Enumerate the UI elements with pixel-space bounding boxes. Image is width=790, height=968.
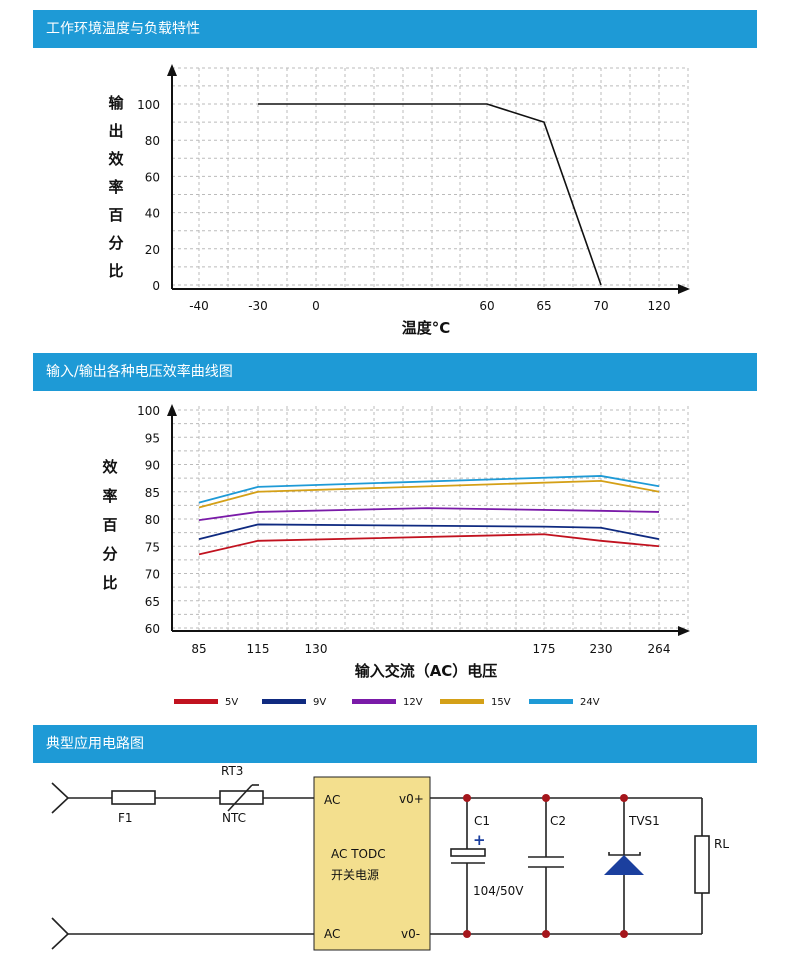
y-axis-label-char: 率 [102, 487, 117, 505]
legend-label-24v: 24V [580, 697, 600, 708]
module-label-line2: 开关电源 [331, 868, 379, 882]
y-axis-label-char: 输 [108, 94, 124, 112]
efficiency-grid [172, 406, 689, 631]
y-axis-label-char: 出 [108, 122, 123, 140]
derating-grid [172, 67, 689, 289]
x-tick-label: 120 [648, 299, 671, 313]
efficiency-x-axis-label: 输入交流（AC）电压 [355, 662, 498, 680]
y-tick-label: 40 [145, 207, 160, 221]
legend-label-12v: 12V [403, 697, 423, 708]
series-line-5v [198, 533, 660, 556]
label-tvs1: TVS1 [628, 814, 660, 828]
label-f1: F1 [118, 811, 133, 825]
y-axis-label-char: 率 [108, 178, 123, 196]
efficiency-section-header: 输入/输出各种电压效率曲线图 [33, 353, 757, 391]
derating-section-header: 工作环境温度与负载特性 [33, 10, 757, 48]
derating-axes [167, 64, 690, 294]
y-tick-label: 65 [145, 595, 160, 609]
tvs-diode [604, 855, 644, 875]
input-terminal-top [51, 782, 70, 814]
y-tick-label: 100 [137, 98, 160, 112]
y-axis-label-char: 分 [102, 545, 117, 563]
y-tick-label: 85 [145, 486, 160, 500]
circuit-section-header: 典型应用电路图 [33, 725, 757, 763]
y-tick-label: 100 [137, 404, 160, 418]
derating-x-axis-label: 温度°C [402, 319, 451, 337]
x-tick-label: 70 [593, 299, 608, 313]
y-axis-label-char: 百 [102, 516, 117, 534]
pin-ac-top: AC [324, 793, 340, 807]
fuse-f1 [111, 790, 156, 805]
capacitor-c1 [450, 848, 486, 857]
label-ntc: NTC [222, 811, 246, 825]
x-tick-label: 175 [533, 642, 556, 656]
y-tick-label: 80 [145, 513, 160, 527]
x-tick-label: 115 [247, 642, 270, 656]
label-c1-value: 104/50V [473, 884, 524, 898]
legend-swatch-15v [440, 699, 484, 704]
y-tick-label: 80 [145, 134, 160, 148]
efficiency-chart: 60 65 70 75 80 85 90 95 100 85 115 130 175 230 264 效率… [102, 404, 690, 708]
y-axis-label-char: 效 [108, 150, 124, 168]
load-resistor-rl [694, 835, 710, 894]
label-rl: RL [714, 837, 729, 851]
x-tick-label: -40 [189, 299, 209, 313]
y-tick-label: 75 [145, 540, 160, 554]
y-axis-label-char: 效 [102, 458, 118, 476]
legend-swatch-12v [352, 699, 396, 704]
derating-curve [258, 103, 602, 286]
y-tick-label: 0 [152, 279, 160, 293]
power-module [313, 776, 431, 951]
legend-label-9v: 9V [313, 697, 326, 708]
x-tick-label: 230 [590, 642, 613, 656]
circuit-diagram: RT3 F1 NTC AC AC v0+ v0- AC TODC 开关电源 C1… [51, 764, 729, 951]
y-tick-label: 70 [145, 568, 160, 582]
legend-swatch-5v [174, 699, 218, 704]
input-terminal-bottom [51, 917, 70, 950]
legend-swatch-24v [529, 699, 573, 704]
module-label-line1: AC TODC [331, 847, 386, 861]
pin-ac-bottom: AC [324, 927, 340, 941]
pin-v0-plus: v0+ [399, 792, 424, 806]
label-c1-plus: + [473, 831, 486, 849]
y-tick-label: 60 [145, 170, 160, 184]
pin-v0-minus: v0- [401, 927, 420, 941]
x-tick-label: 130 [305, 642, 328, 656]
x-tick-label: 60 [479, 299, 494, 313]
series-line-9v [198, 523, 660, 541]
efficiency-axes [167, 404, 690, 636]
y-axis-label-char: 百 [108, 206, 123, 224]
y-axis-label-char: 比 [102, 574, 117, 592]
x-tick-label: 65 [536, 299, 551, 313]
y-tick-label: 90 [145, 459, 160, 473]
series-line-15v [198, 479, 660, 509]
y-tick-label: 95 [145, 431, 160, 445]
y-axis-label-char: 比 [108, 262, 123, 280]
x-tick-label: 0 [312, 299, 320, 313]
y-tick-label: 20 [145, 243, 160, 257]
legend-label-5v: 5V [225, 697, 238, 708]
y-axis-label-char: 分 [108, 234, 123, 252]
x-tick-label: -30 [248, 299, 268, 313]
legend-label-15v: 15V [491, 697, 511, 708]
series-line-12v [198, 507, 660, 521]
series-line-24v [198, 475, 660, 504]
x-tick-label: 85 [191, 642, 206, 656]
label-c2: C2 [550, 814, 566, 828]
x-tick-label: 264 [648, 642, 671, 656]
y-tick-label: 60 [145, 622, 160, 636]
junction-dots [463, 794, 628, 938]
label-c1: C1 [474, 814, 490, 828]
legend-swatch-9v [262, 699, 306, 704]
label-rt3: RT3 [221, 764, 243, 778]
